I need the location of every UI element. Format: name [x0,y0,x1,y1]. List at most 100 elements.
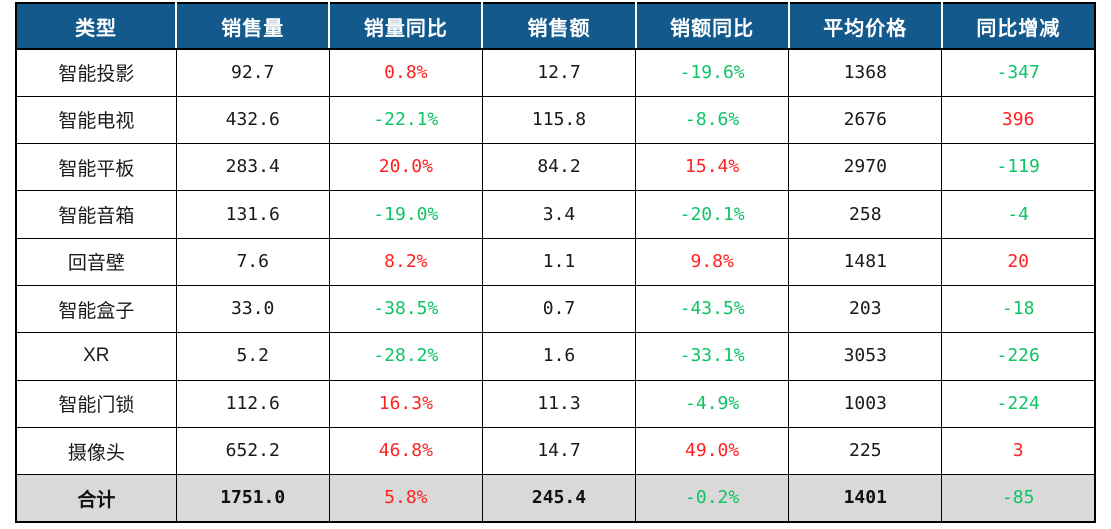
cell-type: 合计 [14,474,177,524]
cell-text: 1751.0 [220,487,286,509]
cell-text: 智能盒子 [58,300,135,322]
cell-yoy-change: -224 [941,379,1097,428]
cell-yoy-change: 20 [941,237,1097,286]
cell-text: 131.6 [225,203,280,225]
cell-text: 回音壁 [67,253,125,275]
cell-amount-yoy: -4.9% [635,379,790,428]
cell-avg-price: 2970 [788,143,943,192]
cell-sales-volume: 432.6 [175,95,330,145]
cell-text: 11.3 [537,392,581,414]
cell-text: 203 [849,298,882,320]
cell-amount-yoy: -43.5% [635,284,790,334]
cell-sales-amount: 245.4 [481,474,637,524]
cell-sales-amount: 1.1 [481,237,637,286]
cell-text: 3053 [843,345,887,367]
cell-amount-yoy: 9.8% [635,237,790,286]
cell-avg-price: 1401 [788,474,943,524]
column-header-sales-volume: 销售量 [175,2,331,50]
cell-volume-yoy: -19.0% [328,190,483,239]
cell-volume-yoy: 5.8% [328,474,483,524]
cell-text: 1.1 [542,250,576,272]
cell-text: 3 [1012,440,1024,462]
cell-text: 3.4 [542,203,576,225]
cell-avg-price: 3053 [788,332,943,381]
cell-text: 7.6 [236,250,269,272]
cell-text: 258 [849,203,882,225]
row-smart-lock: 智能门锁 112.6 16.3% 11.3 -4.9% 1003 -224 [14,379,1097,428]
cell-yoy-change: 3 [941,426,1097,476]
cell-text: -4 [1007,203,1030,225]
column-header-label: 同比增减 [976,17,1061,40]
cell-yoy-change: -18 [941,284,1097,334]
cell-text: 20 [1007,250,1030,272]
cell-text: -19.6% [679,61,745,83]
cell-text: 2676 [843,108,887,130]
cell-yoy-change: 396 [941,95,1097,145]
table-header: 类型 销售量 销量同比 销售额 销额同比 平均价格 同比增减 [14,2,1097,50]
cell-yoy-change: -226 [941,332,1097,381]
cell-text: 652.2 [225,440,280,462]
cell-text: -43.5% [679,298,745,320]
cell-type: 摄像头 [14,426,177,476]
cell-amount-yoy: -19.6% [635,48,790,97]
column-header-label: 销量同比 [363,17,448,40]
cell-text: 15.4% [685,156,740,178]
cell-text: 92.7 [231,61,275,83]
cell-sales-volume: 283.4 [175,143,330,192]
column-header-type: 类型 [14,2,178,50]
cell-text: -22.1% [373,108,439,130]
cell-volume-yoy: 16.3% [328,379,483,428]
cell-text: XR [83,345,110,367]
cell-text: 225 [849,440,882,462]
cell-avg-price: 258 [788,190,943,239]
cell-text: -85 [1001,487,1035,509]
cell-text: 0.7 [542,298,576,320]
cell-text: 245.4 [531,487,587,509]
column-header-amount-yoy: 销额同比 [634,2,790,50]
cell-avg-price: 1368 [788,48,943,97]
row-smart-tablet: 智能平板 283.4 20.0% 84.2 15.4% 2970 -119 [14,143,1097,192]
cell-type: 智能门锁 [14,379,177,428]
cell-sales-volume: 5.2 [175,332,330,381]
cell-text: 14.7 [537,440,581,462]
cell-sales-amount: 84.2 [481,143,637,192]
cell-text: 1481 [843,250,887,272]
column-header-label: 类型 [75,17,118,40]
cell-text: 49.0% [685,440,740,462]
row-soundbar: 回音壁 7.6 8.2% 1.1 9.8% 1481 20 [14,237,1097,286]
cell-amount-yoy: -33.1% [635,332,790,381]
cell-yoy-change: -119 [941,143,1097,192]
table-body: 智能投影 92.7 0.8% 12.7 -19.6% 1368 -347 智能电… [14,48,1097,524]
cell-text: 432.6 [225,108,280,130]
cell-text: 12.7 [537,61,581,83]
cell-sales-volume: 33.0 [175,284,330,334]
cell-text: -119 [996,156,1040,178]
column-header-volume-yoy: 销量同比 [328,2,484,50]
column-header-label: 销额同比 [670,17,755,40]
cell-type: 智能投影 [14,48,177,97]
cell-volume-yoy: -22.1% [328,95,483,145]
cell-text: 46.8% [378,440,433,462]
cell-text: -4.9% [685,392,740,414]
cell-type: 回音壁 [14,237,177,286]
cell-sales-volume: 131.6 [175,190,330,239]
cell-text: 摄像头 [67,442,125,464]
cell-type: 智能电视 [14,95,177,145]
cell-yoy-change: -4 [941,190,1097,239]
header-row: 类型 销售量 销量同比 销售额 销额同比 平均价格 同比增减 [14,2,1097,50]
cell-sales-amount: 115.8 [481,95,637,145]
cell-text: -20.1% [679,203,745,225]
cell-type: 智能平板 [14,143,177,192]
cell-text: -0.2% [685,487,740,509]
cell-avg-price: 225 [788,426,943,476]
cell-sales-volume: 7.6 [175,237,330,286]
cell-avg-price: 2676 [788,95,943,145]
column-header-label: 销售额 [527,17,591,40]
column-header-avg-price: 平均价格 [787,2,943,50]
cell-text: 20.0% [378,156,433,178]
cell-yoy-change: -347 [941,48,1097,97]
cell-volume-yoy: -38.5% [328,284,483,334]
cell-text: 5.2 [236,345,269,367]
cell-sales-amount: 11.3 [481,379,637,428]
cell-avg-price: 1481 [788,237,943,286]
